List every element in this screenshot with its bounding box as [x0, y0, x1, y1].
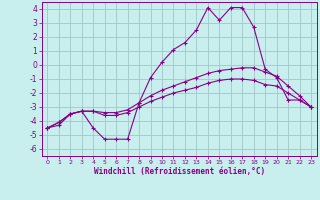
X-axis label: Windchill (Refroidissement éolien,°C): Windchill (Refroidissement éolien,°C) [94, 167, 265, 176]
